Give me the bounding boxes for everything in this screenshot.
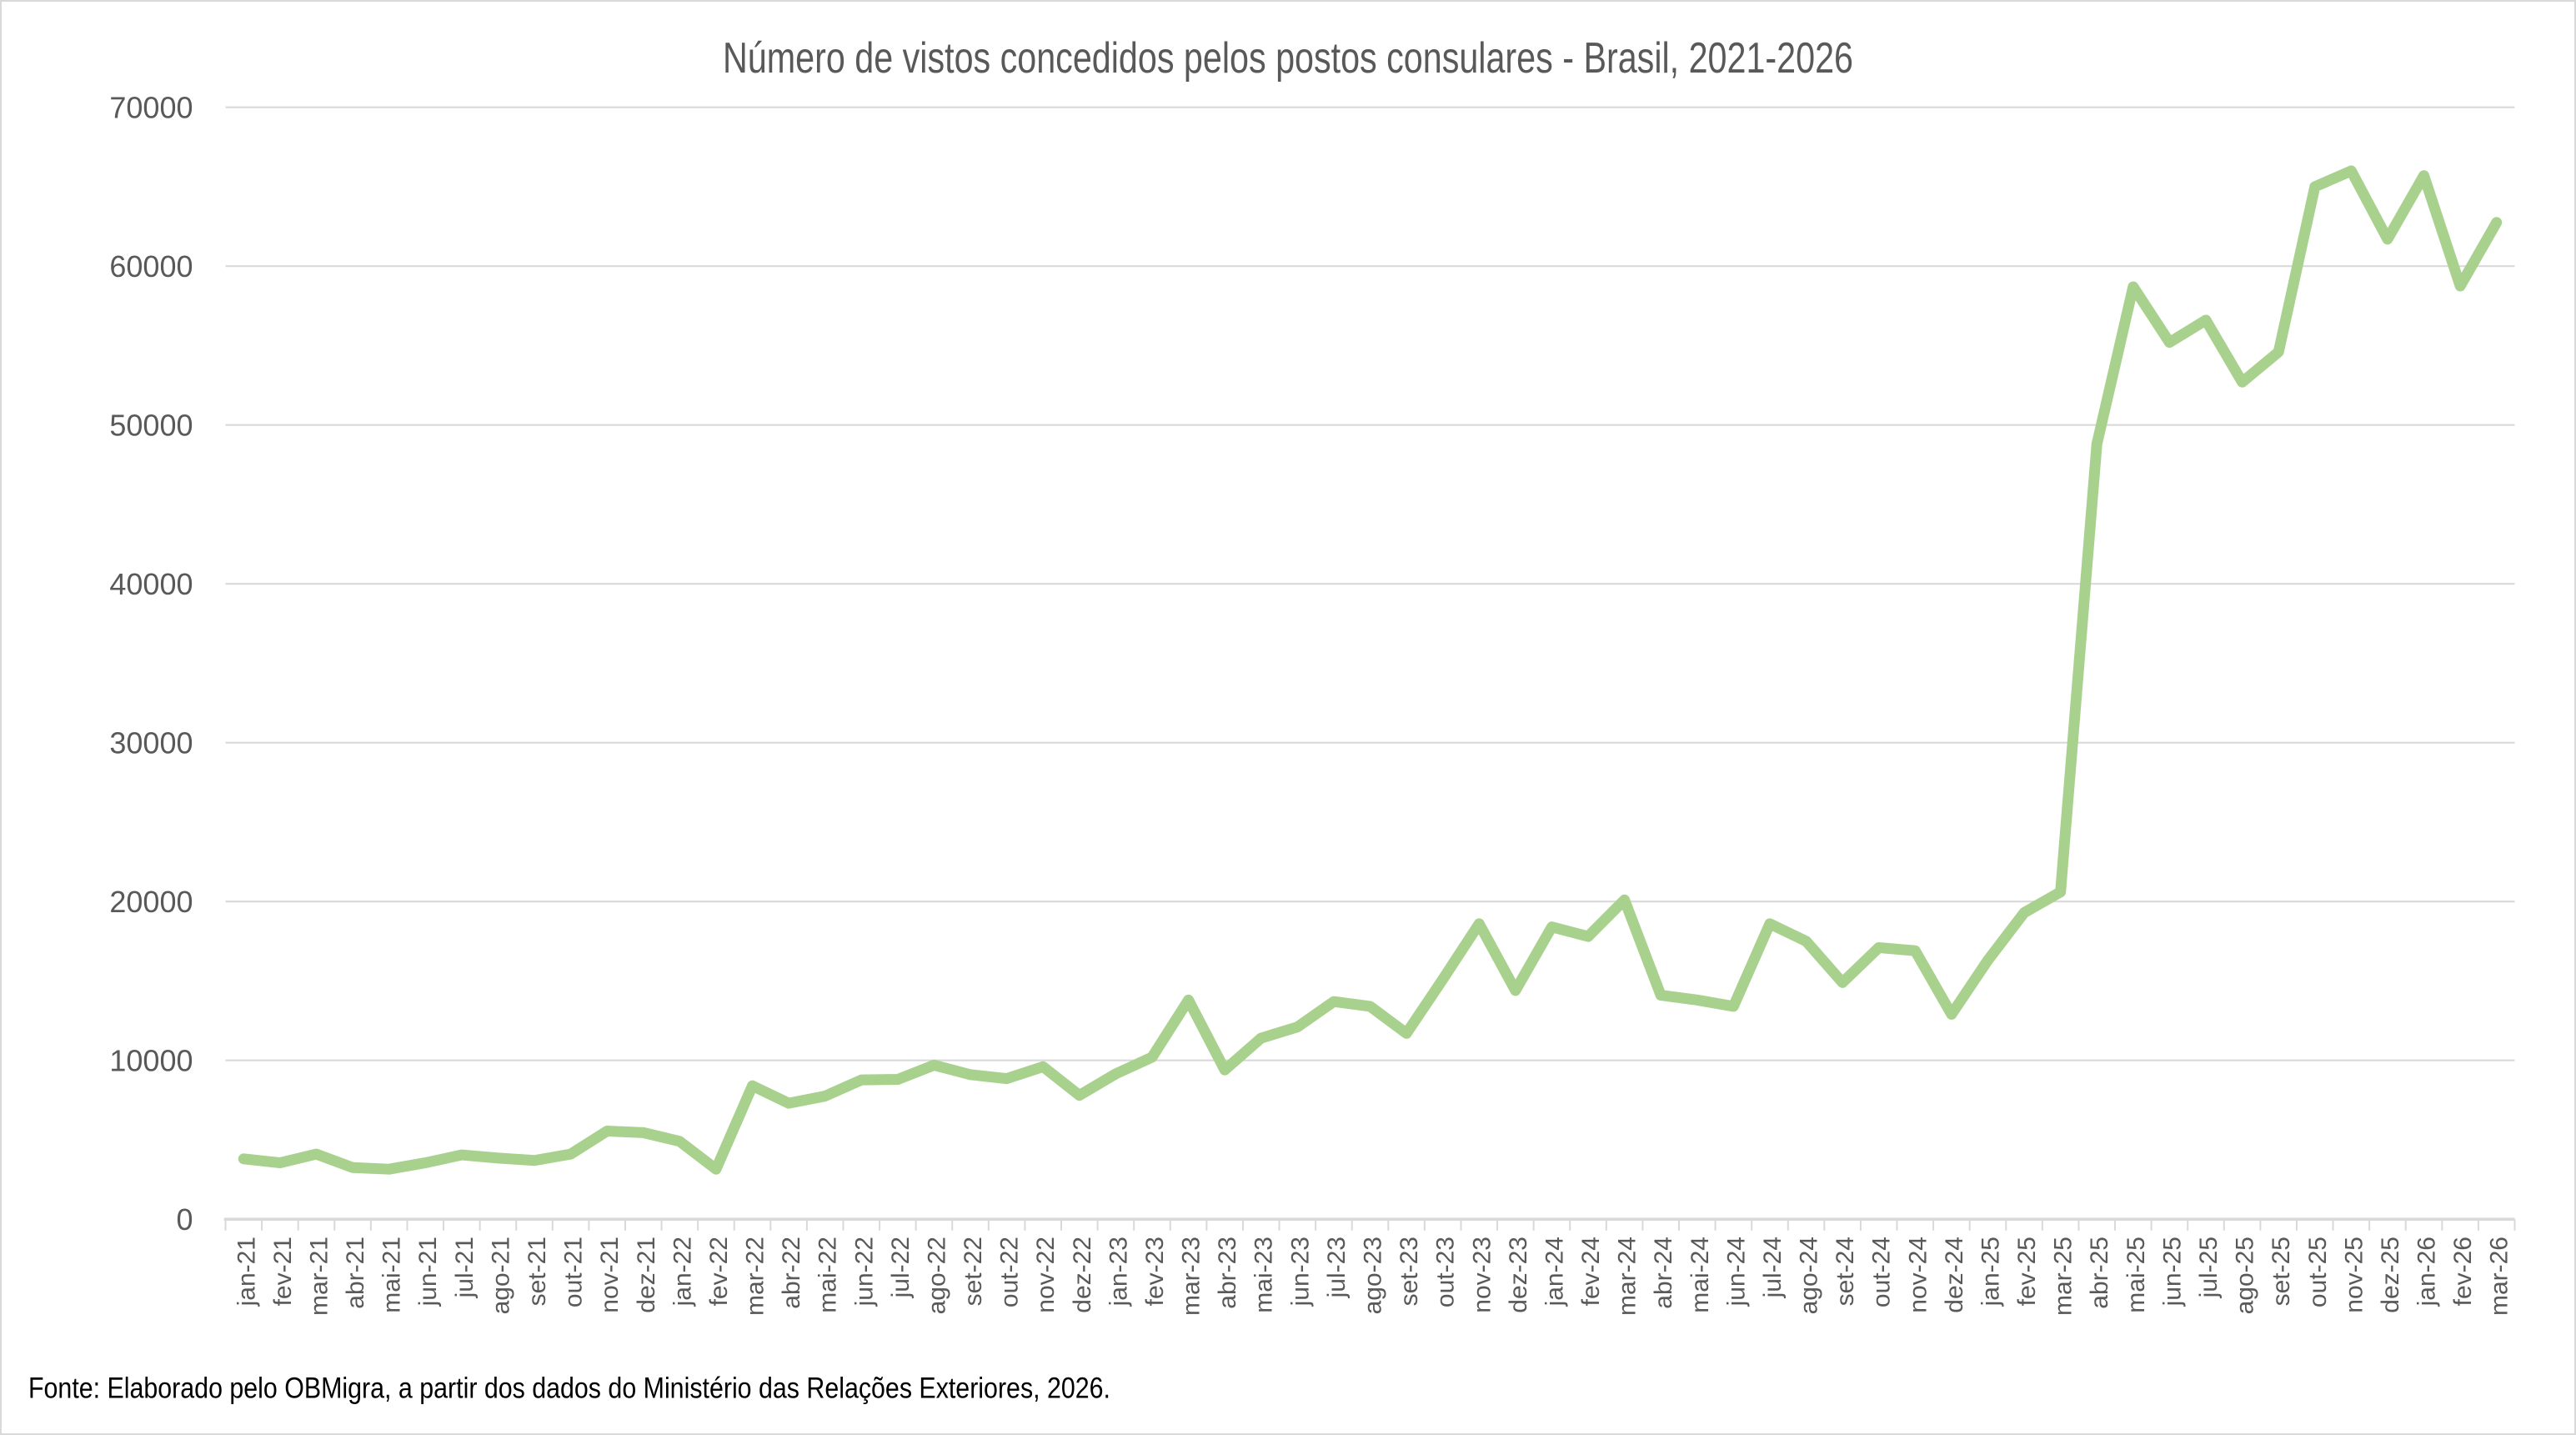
svg-text:fev-25: fev-25	[2013, 1237, 2041, 1306]
svg-text:ago-23: ago-23	[1360, 1237, 1387, 1314]
svg-text:fev-26: fev-26	[2449, 1237, 2477, 1306]
svg-text:jun-24: jun-24	[1722, 1237, 1750, 1307]
svg-text:set-21: set-21	[524, 1237, 551, 1306]
svg-text:set-23: set-23	[1396, 1237, 1423, 1306]
svg-text:jun-23: jun-23	[1286, 1237, 1314, 1307]
svg-text:mai-22: mai-22	[814, 1237, 842, 1313]
svg-text:jan-22: jan-22	[669, 1237, 696, 1307]
svg-text:jul-24: jul-24	[1759, 1237, 1787, 1298]
svg-text:mai-23: mai-23	[1250, 1237, 1278, 1313]
svg-text:dez-25: dez-25	[2377, 1237, 2404, 1313]
svg-text:dez-21: dez-21	[633, 1237, 660, 1313]
svg-text:mar-23: mar-23	[1178, 1237, 1205, 1316]
svg-text:nov-24: nov-24	[1904, 1237, 1932, 1313]
svg-text:Fonte: Elaborado pelo OBMigra,: Fonte: Elaborado pelo OBMigra, a partir …	[28, 1372, 1110, 1405]
svg-text:20000: 20000	[109, 885, 193, 919]
svg-text:nov-21: nov-21	[596, 1237, 624, 1313]
svg-text:dez-22: dez-22	[1069, 1237, 1096, 1313]
svg-text:fev-21: fev-21	[269, 1237, 297, 1306]
svg-text:mai-21: mai-21	[378, 1237, 406, 1313]
svg-text:jul-25: jul-25	[2195, 1237, 2223, 1298]
svg-text:Número de vistos concedidos pe: Número de vistos concedidos pelos postos…	[723, 34, 1853, 83]
svg-text:70000: 70000	[109, 91, 193, 125]
svg-text:abr-25: abr-25	[2086, 1237, 2113, 1309]
svg-text:abr-22: abr-22	[778, 1237, 805, 1309]
svg-text:out-21: out-21	[560, 1237, 588, 1307]
svg-text:mar-26: mar-26	[2486, 1237, 2513, 1316]
svg-text:fev-23: fev-23	[1141, 1237, 1169, 1306]
svg-text:10000: 10000	[109, 1044, 193, 1078]
svg-text:nov-23: nov-23	[1468, 1237, 1496, 1313]
svg-text:abr-21: abr-21	[342, 1237, 369, 1309]
svg-text:mar-24: mar-24	[1614, 1237, 1641, 1316]
svg-text:60000: 60000	[109, 249, 193, 283]
svg-text:30000: 30000	[109, 726, 193, 760]
svg-text:set-25: set-25	[2268, 1237, 2295, 1306]
svg-text:mai-24: mai-24	[1686, 1237, 1714, 1313]
svg-text:fev-24: fev-24	[1577, 1237, 1605, 1306]
svg-text:out-23: out-23	[1432, 1237, 1460, 1307]
svg-text:dez-24: dez-24	[1941, 1237, 1968, 1313]
svg-text:jun-21: jun-21	[414, 1237, 442, 1307]
svg-text:jan-23: jan-23	[1105, 1237, 1132, 1307]
svg-text:mar-22: mar-22	[742, 1237, 769, 1316]
svg-text:jun-22: jun-22	[850, 1237, 878, 1307]
svg-text:ago-21: ago-21	[487, 1237, 514, 1314]
svg-text:fev-22: fev-22	[705, 1237, 733, 1306]
svg-text:set-22: set-22	[960, 1237, 987, 1306]
svg-text:0: 0	[176, 1202, 193, 1237]
svg-text:jan-21: jan-21	[233, 1237, 260, 1307]
svg-text:ago-24: ago-24	[1796, 1237, 1823, 1314]
svg-text:jul-23: jul-23	[1323, 1237, 1351, 1298]
svg-text:dez-23: dez-23	[1505, 1237, 1532, 1313]
svg-text:40000: 40000	[109, 567, 193, 601]
svg-text:ago-25: ago-25	[2232, 1237, 2259, 1314]
svg-text:50000: 50000	[109, 409, 193, 443]
svg-text:out-24: out-24	[1868, 1237, 1896, 1307]
svg-text:abr-23: abr-23	[1214, 1237, 1241, 1309]
svg-text:ago-22: ago-22	[924, 1237, 951, 1314]
svg-text:set-24: set-24	[1832, 1237, 1859, 1306]
svg-text:jan-26: jan-26	[2413, 1237, 2441, 1307]
svg-text:jul-21: jul-21	[451, 1237, 479, 1298]
svg-text:mar-21: mar-21	[306, 1237, 333, 1316]
svg-text:jan-25: jan-25	[1977, 1237, 2005, 1307]
svg-text:abr-24: abr-24	[1650, 1237, 1677, 1309]
svg-text:nov-25: nov-25	[2340, 1237, 2368, 1313]
svg-text:out-22: out-22	[996, 1237, 1024, 1307]
svg-text:out-25: out-25	[2304, 1237, 2332, 1307]
svg-text:jul-22: jul-22	[887, 1237, 915, 1298]
svg-text:mai-25: mai-25	[2122, 1237, 2150, 1313]
svg-text:jan-24: jan-24	[1541, 1237, 1568, 1307]
svg-text:nov-22: nov-22	[1032, 1237, 1060, 1313]
svg-text:mar-25: mar-25	[2050, 1237, 2077, 1316]
svg-text:jun-25: jun-25	[2158, 1237, 2186, 1307]
